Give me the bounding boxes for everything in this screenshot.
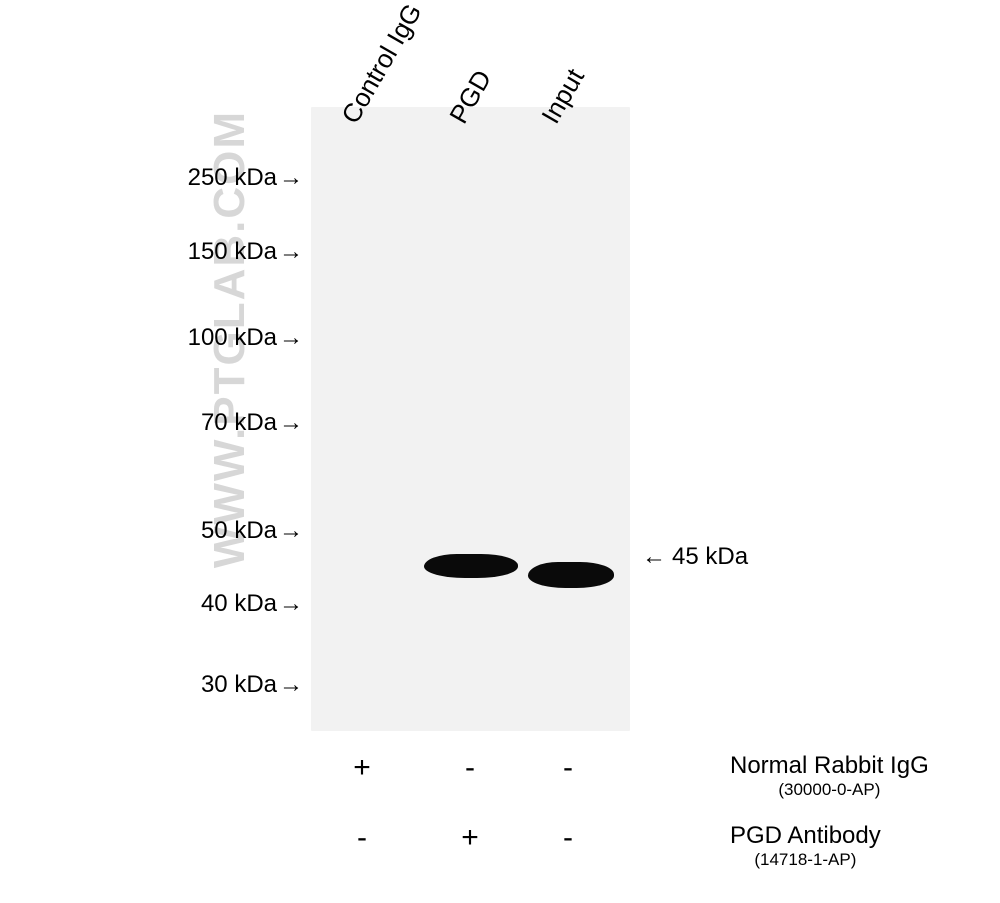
detected-band-label: ←45 kDa <box>642 543 748 571</box>
treatment-sign: - <box>556 753 580 783</box>
right-arrow-icon: → <box>279 324 303 351</box>
treatment-sign: + <box>350 753 374 783</box>
right-arrow-icon: → <box>279 238 303 265</box>
marker-text: 150 kDa <box>188 238 277 265</box>
treatment-label-normal-rabbit-igg: Normal Rabbit IgG (30000-0-AP) <box>730 752 929 799</box>
treatment-sublabel-text: (14718-1-AP) <box>730 850 881 870</box>
marker-text: 100 kDa <box>188 324 277 351</box>
treatment-label-pgd-antibody: PGD Antibody (14718-1-AP) <box>730 822 881 869</box>
marker-text: 40 kDa <box>201 590 277 617</box>
band-size-text: 45 kDa <box>672 543 748 570</box>
right-arrow-icon: → <box>279 517 303 544</box>
treatment-sign: - <box>458 753 482 783</box>
marker-label: 40 kDa→ <box>201 590 303 618</box>
marker-label: 150 kDa→ <box>188 238 303 266</box>
blot-membrane <box>311 107 630 731</box>
marker-label: 30 kDa→ <box>201 671 303 699</box>
right-arrow-icon: → <box>279 409 303 436</box>
right-arrow-icon: → <box>279 671 303 698</box>
marker-text: 70 kDa <box>201 409 277 436</box>
marker-text: 50 kDa <box>201 517 277 544</box>
marker-label: 250 kDa→ <box>188 164 303 192</box>
right-arrow-icon: → <box>279 590 303 617</box>
marker-label: 70 kDa→ <box>201 409 303 437</box>
protein-band <box>424 554 518 578</box>
treatment-sublabel-text: (30000-0-AP) <box>730 780 929 800</box>
marker-text: 30 kDa <box>201 671 277 698</box>
figure-container: WWW.PTGLAB.COM Control IgG PGD Input 250… <box>0 0 1000 903</box>
treatment-sign: - <box>350 823 374 853</box>
treatment-label-text: PGD Antibody <box>730 822 881 849</box>
treatment-sign: - <box>556 823 580 853</box>
right-arrow-icon: → <box>279 164 303 191</box>
treatment-sign: + <box>458 823 482 853</box>
marker-label: 50 kDa→ <box>201 517 303 545</box>
left-arrow-icon: ← <box>642 543 666 570</box>
protein-band <box>528 562 614 588</box>
treatment-label-text: Normal Rabbit IgG <box>730 752 929 779</box>
marker-label: 100 kDa→ <box>188 324 303 352</box>
marker-text: 250 kDa <box>188 164 277 191</box>
